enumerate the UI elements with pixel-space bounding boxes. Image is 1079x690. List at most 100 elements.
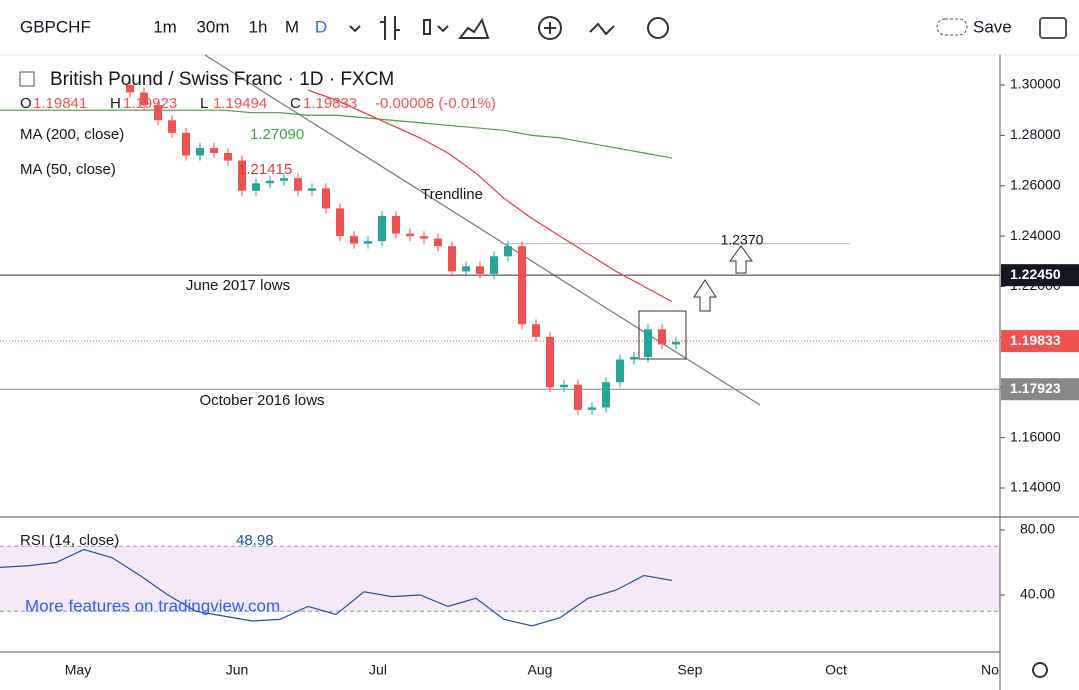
area-icon[interactable] [457,17,490,39]
ma200-line [0,109,673,159]
intervals: 1m 30m 1h M D [153,17,327,36]
annotation: October 2016 lows [199,392,324,409]
ohlc-label: O [20,95,32,112]
level-label: 1.2370 [721,231,764,247]
compare-icon[interactable] [538,16,562,40]
candle-body [672,341,680,345]
ma200-value: 1.27090 [250,126,304,143]
candle-body [126,85,134,93]
plot: 1.300001.280001.260001.240001.220001.200… [0,54,1079,678]
ohlc-value: 1.19833 [303,95,357,112]
ohlc-value: 1.19841 [33,95,87,112]
interval-button[interactable]: 1h [249,17,268,36]
annotation: June 2017 lows [186,277,290,294]
candle-body [434,238,442,247]
candle-body [490,256,498,274]
candle-body [658,329,666,345]
interval-button[interactable]: 1m [153,17,177,36]
candle-body [574,384,582,410]
ma50-value: 1.21415 [238,161,292,178]
candle-body [266,180,274,184]
cloud-icon[interactable] [936,18,968,36]
candle-body [280,178,288,181]
candle-body [546,336,554,388]
candle-body [196,147,204,156]
candle-body [518,246,526,325]
candle-body [504,246,512,257]
settings-icon[interactable] [1032,662,1048,678]
candle-body [448,246,456,272]
candle-body [182,132,190,156]
level-tag: 1.17923 [1010,380,1061,396]
candle-body [210,147,218,154]
candle-body [462,266,470,272]
candle-body [406,233,414,237]
symbol[interactable]: GBPCHF [20,17,91,36]
x-tick-label: May [65,662,91,678]
candle-body [322,188,330,209]
arrow-up [693,279,717,312]
x-tick-label: No [981,662,999,678]
bars-icon[interactable] [380,16,400,40]
ma50-line [307,89,673,303]
candle-body [168,120,176,133]
level-tag-bg [1001,378,1079,401]
candle-body [392,215,400,234]
candle-body [308,188,316,191]
ohlc-legend: O 1.19841 H 1.19923 L 1.19494 C 1.19833 -0.00008… [20,95,496,112]
y-tick-label: 1.14000 [1010,479,1061,495]
ohlc-value: 1.19923 [123,95,177,112]
candle-body [238,160,246,191]
interval-button[interactable]: M [285,17,299,36]
candle-body [630,357,638,360]
rsi-tick-label: 80.00 [1020,521,1055,537]
candle-body [336,208,344,237]
annotation: Trendline [421,186,483,203]
candle-body [224,153,232,161]
x-tick-label: Jul [369,662,387,678]
ma50-name: MA (50, close) [20,161,116,178]
change: -0.00008 (-0.01%) [375,95,496,112]
last-price-tag-bg [1001,330,1079,353]
ma200-name: MA (200, close) [20,126,124,143]
save-button[interactable]: Save [973,17,1012,36]
interval-button[interactable]: 30m [196,17,229,36]
x-tick-label: Oct [825,662,847,678]
ohlc-value: 1.19494 [213,95,267,112]
y-tick-label: 1.28000 [1010,126,1061,142]
candle-body [532,324,540,337]
indicators-icon[interactable] [589,22,615,36]
candle-body [616,359,624,383]
rsi-name: RSI (14, close) [20,532,119,549]
rsi-band [0,546,1000,612]
collapse-icon[interactable] [19,71,35,87]
candle-body [420,236,428,239]
level-tag: 1.22450 [1010,266,1061,282]
toolbar-icons [349,16,669,40]
trendline [204,54,761,406]
arrow-up [729,245,753,274]
candle-body [644,329,652,358]
interval-button[interactable]: D [315,17,327,36]
camera-icon[interactable] [1039,17,1067,39]
candle-body [294,178,302,191]
ohlc-label: L [200,95,208,112]
alert-icon[interactable] [647,17,669,39]
candle-body [476,266,484,274]
candle-body [350,236,358,244]
candle-body [252,183,260,191]
y-tick-label: 1.24000 [1010,227,1061,243]
last-price-tag: 1.19833 [1010,332,1061,348]
ohlc-label: H [110,95,121,112]
y-tick-label: 1.26000 [1010,176,1061,192]
candles-icon[interactable] [423,19,431,35]
candle-body [378,215,386,242]
highlight-box [638,310,687,360]
watermark[interactable]: More features on tradingview.com [25,596,280,615]
level-tag-bg [1001,264,1079,287]
y-tick-label: 1.30000 [1010,76,1061,92]
ohlc-label: C [290,95,301,112]
rsi-value: 48.98 [236,532,274,549]
